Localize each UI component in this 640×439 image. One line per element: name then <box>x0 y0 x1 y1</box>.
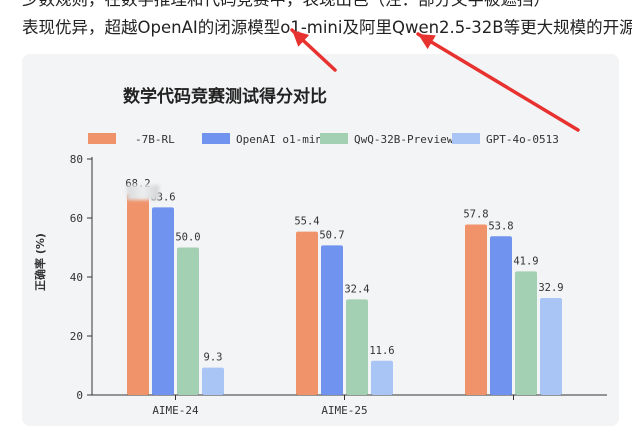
bar-value-label: 32.4 <box>344 283 369 295</box>
chart-title: 数学代码竞赛测试得分对比 <box>123 86 327 107</box>
x-tick-label: AIME-24 <box>152 404 199 417</box>
y-tick-label: 20 <box>70 330 83 343</box>
bar-value-label: 53.8 <box>488 220 513 232</box>
legend-label: -7B-RL <box>135 133 175 146</box>
axes: 0 20 40 60 80 AIME-24 AIME-25 <box>70 153 607 417</box>
bar <box>371 360 393 395</box>
bar-value-label: 50.0 <box>175 232 200 244</box>
legend-swatch <box>202 133 230 144</box>
article-line-1: 少数规则，在数学推理和代码竞赛中，表现出色（注：部分文字被遮挡） <box>22 0 632 14</box>
redacted-model-name <box>127 185 159 200</box>
legend-label: OpenAI o1-mini <box>236 133 329 146</box>
legend-swatch <box>452 133 480 144</box>
y-tick-label: 60 <box>70 212 83 225</box>
bar <box>465 224 487 395</box>
x-tick-label: AIME-25 <box>321 404 367 417</box>
bar-value-label: 50.7 <box>319 229 344 241</box>
bar <box>202 367 224 395</box>
bars: 68.263.650.09.355.450.732.411.657.853.84… <box>125 178 564 395</box>
bar <box>515 271 537 395</box>
bar-value-label: 11.6 <box>369 345 394 357</box>
legend-label: QwQ-32B-Preview <box>354 133 454 146</box>
bar-chart: 数学代码竞赛测试得分对比 -7B-RL OpenAI o1-mini QwQ-32B… <box>33 86 607 417</box>
legend-label: GPT-4o-0513 <box>486 133 559 146</box>
article-text: 少数规则，在数学推理和代码竞赛中，表现出色（注：部分文字被遮挡） 表现优异，超越… <box>22 0 632 42</box>
legend-swatch <box>320 133 348 144</box>
bar-value-label: 9.3 <box>204 352 223 364</box>
legend: -7B-RL OpenAI o1-mini QwQ-32B-Preview GPT-4… <box>88 133 559 146</box>
bar-value-label: 55.4 <box>294 216 319 228</box>
bar <box>296 231 318 395</box>
bar <box>152 207 174 395</box>
bar <box>177 247 199 395</box>
bar <box>540 297 562 395</box>
legend-swatch <box>88 133 116 144</box>
bar-value-label: 32.9 <box>538 282 563 294</box>
bar <box>321 245 343 395</box>
y-tick-label: 40 <box>70 271 83 284</box>
bar-value-label: 57.8 <box>463 208 488 220</box>
article-line-2: 表现优异，超越OpenAI的闭源模型o1-mini及阿里Qwen2.5-32B等… <box>22 18 632 37</box>
chart-card: 数学代码竞赛测试得分对比 -7B-RL OpenAI o1-mini QwQ-32B… <box>22 54 619 426</box>
y-tick-label: 0 <box>76 389 83 402</box>
bar <box>490 236 512 395</box>
bar <box>346 299 368 395</box>
y-tick-label: 80 <box>70 153 83 166</box>
bar <box>127 193 149 395</box>
y-axis-title: 正确率 (%) <box>33 233 47 291</box>
bar-value-label: 41.9 <box>513 255 538 267</box>
